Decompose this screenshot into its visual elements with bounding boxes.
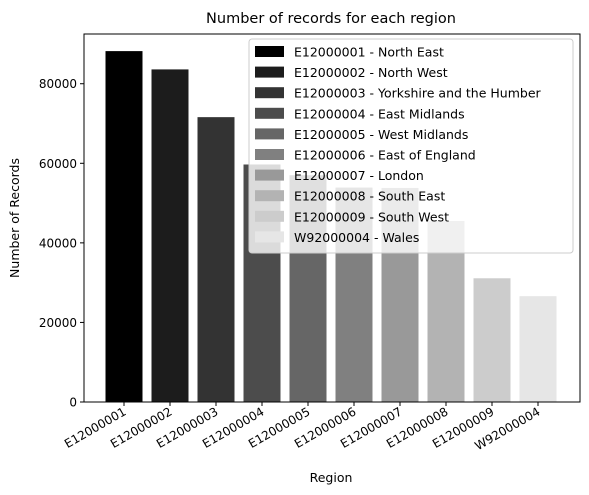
y-axis-label: Number of Records bbox=[7, 158, 22, 278]
legend-label: E12000009 - South West bbox=[294, 209, 449, 224]
y-tick-label: 80000 bbox=[39, 77, 77, 91]
chart-title: Number of records for each region bbox=[206, 11, 456, 27]
legend-swatch bbox=[255, 149, 284, 160]
y-tick-label: 0 bbox=[69, 396, 77, 410]
x-axis-label: Region bbox=[310, 470, 353, 485]
legend: E12000001 - North East E12000002 - North … bbox=[248, 38, 574, 254]
legend-swatch bbox=[255, 190, 284, 202]
legend-label: W92000004 - Wales bbox=[294, 230, 419, 245]
legend-label: E12000006 - East of England bbox=[294, 148, 476, 163]
legend-swatch bbox=[255, 128, 284, 140]
x-axis: E12000001E12000002E12000003E12000004E120… bbox=[62, 402, 543, 453]
legend-swatch bbox=[255, 66, 284, 78]
legend-swatch bbox=[255, 231, 284, 243]
bar-e12000009 bbox=[473, 278, 511, 402]
plot-frame bbox=[83, 33, 581, 403]
bar-e12000001 bbox=[105, 51, 143, 402]
bar-e12000003 bbox=[197, 117, 235, 403]
y-tick-label: 20000 bbox=[39, 316, 77, 330]
legend-swatch bbox=[255, 169, 284, 181]
legend-swatch bbox=[255, 46, 284, 57]
legend-swatch bbox=[255, 210, 284, 222]
legend-label: E12000005 - West Midlands bbox=[294, 127, 468, 142]
y-axis: 0 20000 40000 60000 80000 bbox=[39, 77, 84, 410]
bar-w92000004 bbox=[519, 296, 557, 402]
y-tick-label: 60000 bbox=[39, 157, 77, 171]
legend-swatch bbox=[255, 87, 284, 99]
legend-swatch bbox=[255, 107, 284, 119]
legend-label: E12000004 - East Midlands bbox=[294, 106, 465, 121]
legend-label: E12000001 - North East bbox=[294, 45, 444, 60]
legend-label: E12000003 - Yorkshire and the Humber bbox=[294, 86, 542, 101]
legend-box bbox=[248, 38, 574, 254]
legend-label: E12000007 - London bbox=[294, 168, 424, 183]
legend-label: E12000008 - South East bbox=[294, 189, 445, 204]
y-tick-label: 40000 bbox=[39, 236, 77, 250]
legend-label: E12000002 - North West bbox=[294, 65, 448, 80]
bar-e12000002 bbox=[151, 69, 189, 403]
